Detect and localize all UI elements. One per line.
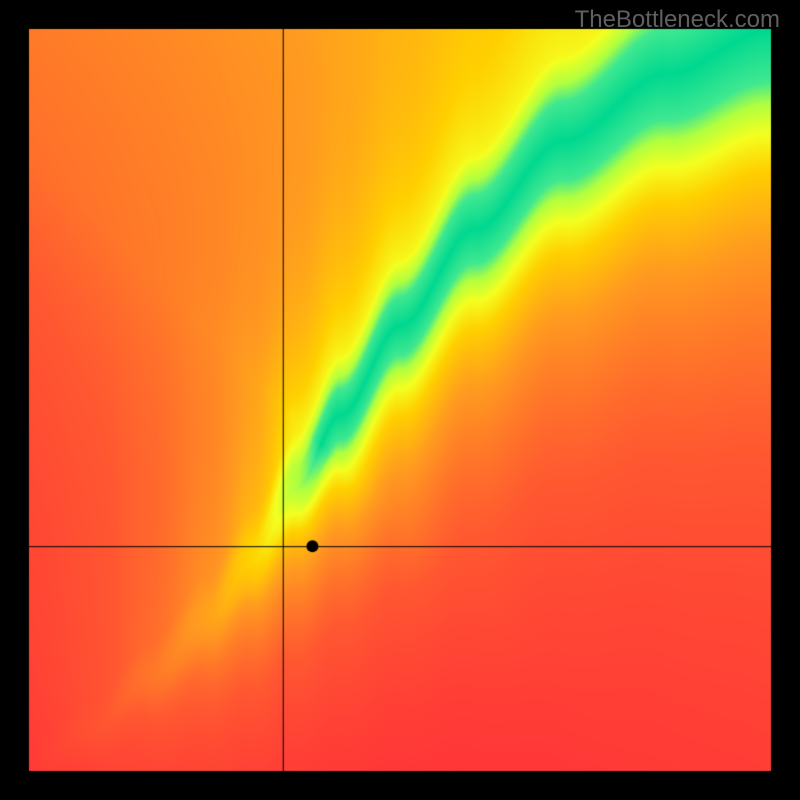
chart-container: TheBottleneck.com [0,0,800,800]
heatmap-canvas [0,0,800,800]
watermark-text: TheBottleneck.com [575,6,780,34]
